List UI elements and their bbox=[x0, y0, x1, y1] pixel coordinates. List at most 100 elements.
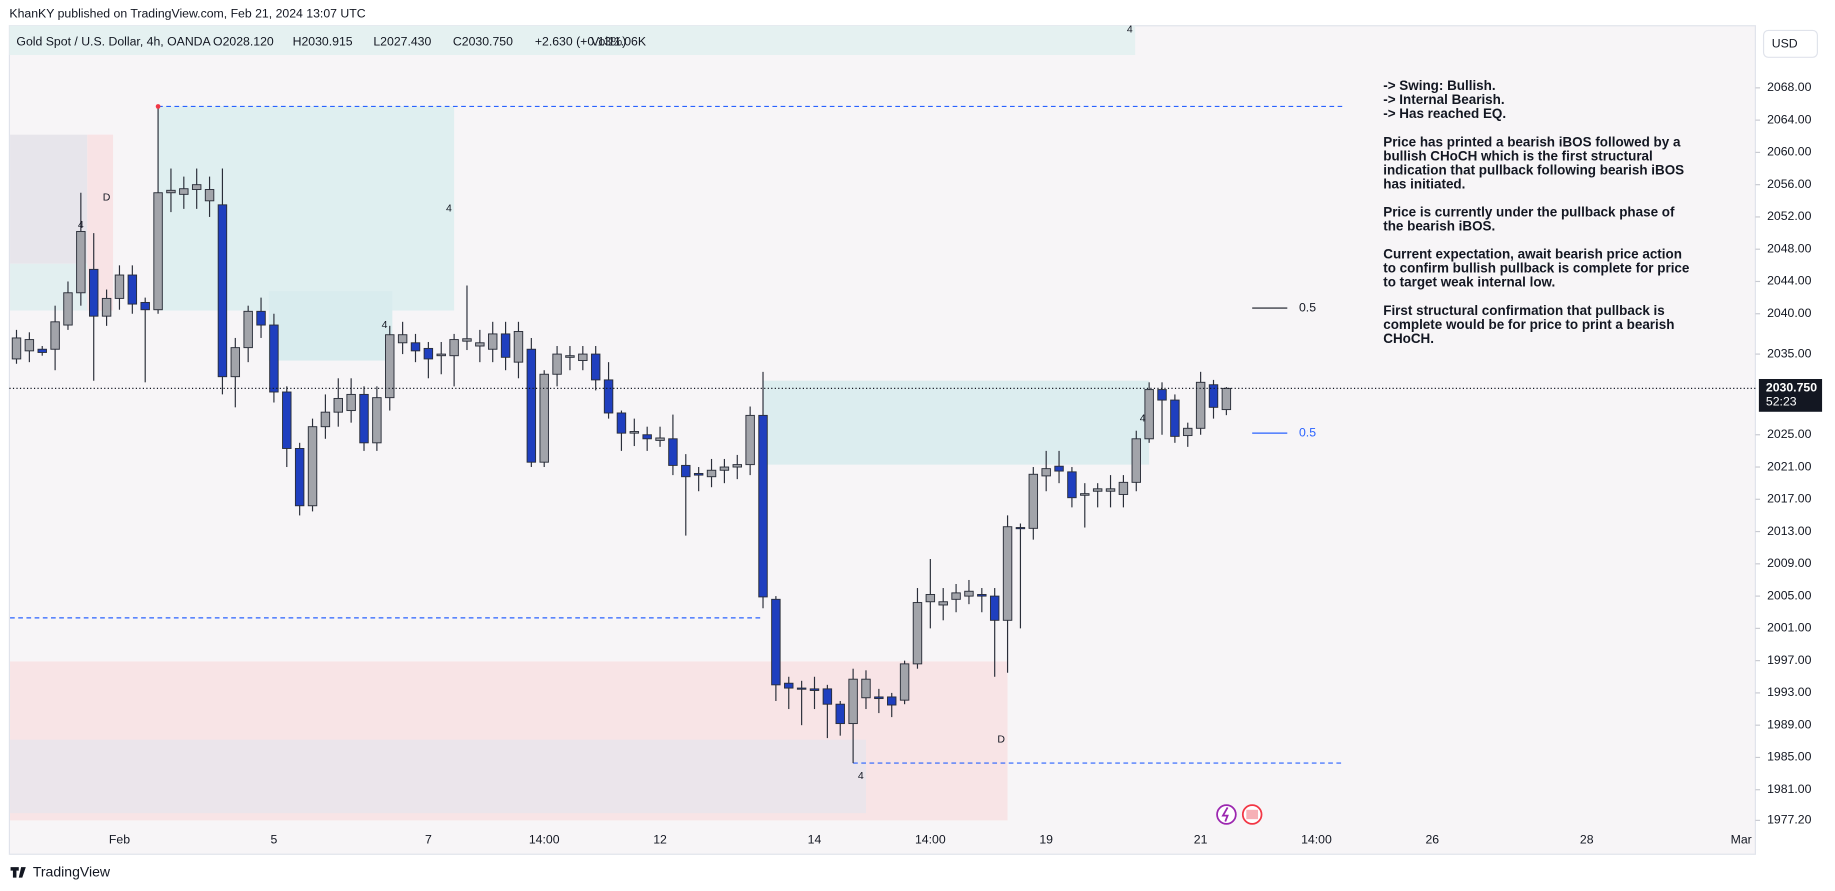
candle-body bbox=[655, 437, 665, 441]
annotation-line: the bearish iBOS. bbox=[1383, 219, 1495, 234]
annotation-line: complete would be for price to print a b… bbox=[1383, 317, 1674, 332]
zone-label: D bbox=[103, 191, 111, 203]
y-tick-label: 2044.00 bbox=[1767, 274, 1812, 288]
x-tick-label: 14 bbox=[808, 832, 822, 846]
last-price-label: 2030.750 bbox=[1766, 381, 1817, 395]
zone-label: 4 bbox=[446, 203, 452, 215]
zone bbox=[10, 134, 88, 264]
candle-body bbox=[243, 310, 253, 349]
flag-glyph bbox=[1246, 809, 1259, 820]
candle-body bbox=[1028, 473, 1039, 529]
candle-body bbox=[899, 663, 910, 701]
annotation-line: indication that pullback following beari… bbox=[1383, 162, 1684, 177]
candle-body bbox=[552, 353, 562, 375]
event-glyph bbox=[1221, 807, 1229, 822]
x-tick-label: Mar bbox=[1731, 832, 1752, 846]
legend-high: H2030.915 bbox=[293, 34, 353, 48]
candle-body bbox=[24, 339, 35, 352]
candle-body bbox=[397, 334, 408, 344]
candle-body bbox=[449, 339, 459, 357]
candle-body bbox=[951, 592, 961, 600]
legend-close: C2030.750 bbox=[453, 34, 513, 48]
candle-body bbox=[282, 391, 292, 449]
annotation-line: CHoCH. bbox=[1383, 331, 1434, 346]
candle-body bbox=[488, 333, 498, 350]
candle-body bbox=[642, 434, 652, 440]
candle-body bbox=[153, 192, 163, 311]
candle-body bbox=[1170, 399, 1180, 437]
candle-body bbox=[925, 594, 936, 603]
legend-symbol: Gold Spot / U.S. Dollar, 4h, OANDA bbox=[16, 34, 211, 48]
candle-body bbox=[1144, 389, 1154, 440]
candle-body bbox=[681, 464, 691, 478]
candle-body bbox=[732, 464, 742, 468]
y-tick-label: 2017.00 bbox=[1767, 492, 1812, 506]
annotation-line: -> Internal Bearish. bbox=[1383, 92, 1504, 107]
legend-volume: Vol11.06K bbox=[591, 34, 647, 48]
y-tick-label: 2060.00 bbox=[1767, 145, 1812, 159]
annotation-line: bullish CHoCH which is the first structu… bbox=[1383, 148, 1653, 163]
currency-label[interactable]: USD bbox=[1772, 37, 1798, 51]
zone-label: 4 bbox=[1127, 24, 1133, 36]
annotation-line: Current expectation, await bearish price… bbox=[1383, 247, 1682, 262]
y-tick-label: 2009.00 bbox=[1767, 556, 1812, 570]
y-tick-label: 2040.00 bbox=[1767, 306, 1812, 320]
candle-body bbox=[1015, 527, 1026, 530]
candle-body bbox=[256, 310, 266, 326]
candle-body bbox=[1157, 389, 1167, 401]
candle-body bbox=[204, 189, 215, 202]
candle-body bbox=[565, 355, 575, 358]
zone-label: 4 bbox=[858, 770, 864, 782]
annotation-line: -> Swing: Bullish. bbox=[1383, 78, 1495, 93]
candle-body bbox=[1221, 387, 1232, 411]
x-tick-label: 14:00 bbox=[915, 832, 946, 846]
x-tick-label: Feb bbox=[109, 832, 130, 846]
swing-high-dot bbox=[155, 104, 161, 109]
y-tick-label: 2013.00 bbox=[1767, 524, 1812, 538]
candle-body bbox=[526, 348, 537, 463]
candle-body bbox=[436, 353, 446, 357]
candle-body bbox=[616, 412, 627, 434]
candle-body bbox=[1041, 468, 1051, 477]
y-tick-label: 2005.00 bbox=[1767, 588, 1812, 602]
candle-body bbox=[76, 230, 86, 294]
candle-body bbox=[114, 274, 125, 299]
candle-body bbox=[513, 331, 524, 363]
zone bbox=[763, 380, 1150, 465]
candle-body bbox=[964, 590, 974, 597]
legend-change: +2.630 (+0.13%) bbox=[535, 34, 626, 48]
candle-body bbox=[475, 342, 485, 347]
candle-body bbox=[63, 292, 73, 326]
countdown-label: 52:23 bbox=[1766, 395, 1797, 409]
candle-body bbox=[629, 431, 640, 434]
candle-body bbox=[1195, 381, 1206, 429]
zone-label: 4 bbox=[1140, 412, 1146, 424]
zone-label: 4 bbox=[382, 319, 388, 331]
y-tick-label: 2021.00 bbox=[1767, 459, 1812, 473]
candle-body bbox=[938, 601, 948, 606]
candle-body bbox=[693, 473, 704, 476]
y-tick-label: 1981.00 bbox=[1767, 782, 1812, 796]
zone-label: 4 bbox=[78, 219, 84, 231]
y-tick-label: 2035.00 bbox=[1767, 346, 1812, 360]
candle-body bbox=[269, 324, 279, 393]
legend-strip bbox=[9, 25, 1136, 55]
event-icon[interactable] bbox=[1216, 804, 1237, 825]
candle-body bbox=[989, 595, 1000, 621]
candle-body bbox=[294, 448, 305, 507]
candle-body bbox=[372, 397, 382, 444]
logo-text: TradingView bbox=[33, 864, 111, 880]
zones bbox=[10, 105, 1343, 821]
candle-body bbox=[37, 348, 47, 353]
candle-body bbox=[771, 598, 781, 686]
candle-body bbox=[1002, 526, 1013, 621]
candle-body bbox=[191, 184, 202, 190]
fib-label: 0.5 bbox=[1299, 300, 1316, 314]
currency-button[interactable] bbox=[1762, 29, 1818, 58]
candle-body bbox=[668, 438, 678, 466]
candle-body bbox=[539, 373, 549, 463]
annotation-line: -> Has reached EQ. bbox=[1383, 106, 1506, 121]
y-tick-label: 1977.20 bbox=[1767, 813, 1812, 827]
candle-body bbox=[346, 393, 356, 412]
